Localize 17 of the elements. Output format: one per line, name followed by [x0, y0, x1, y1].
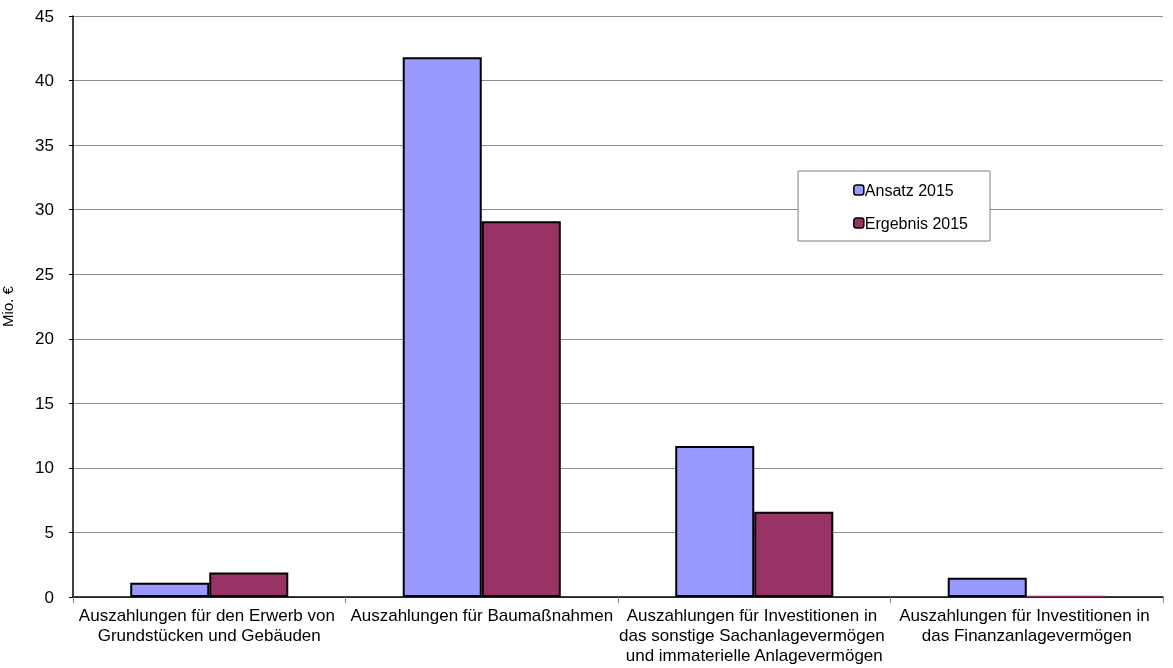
y-tick-label: 40	[35, 71, 54, 91]
y-tick-label: 35	[35, 135, 54, 155]
y-tick-label: 0	[44, 587, 54, 607]
legend-label: Ergebnis 2015	[864, 214, 969, 232]
x-tick-label: Auszahlungen für Investitionen in das sonstige Sachanlagevermögen und immaterielle Anlagevermögen	[619, 605, 890, 665]
y-axis-title: Mio. €	[0, 285, 16, 327]
y-tick-label: 10	[35, 458, 54, 478]
y-tick-label: 25	[35, 264, 54, 284]
y-tick-label: 20	[35, 329, 54, 349]
x-tick-label: Auszahlungen für Investitionen in das Finanzanlagevermögen	[899, 605, 1155, 645]
x-tick-label: Auszahlungen für Baumaßnahmen	[350, 605, 614, 625]
legend-label: Ansatz 2015	[864, 181, 954, 199]
x-tick-label: Auszahlungen für den Erwerb von Grundstücken und Gebäuden	[78, 605, 340, 645]
y-tick-label: 45	[35, 6, 54, 26]
y-tick-label: 30	[35, 200, 54, 220]
y-tick-label: 15	[35, 393, 54, 413]
y-tick-label: 5	[44, 522, 54, 542]
